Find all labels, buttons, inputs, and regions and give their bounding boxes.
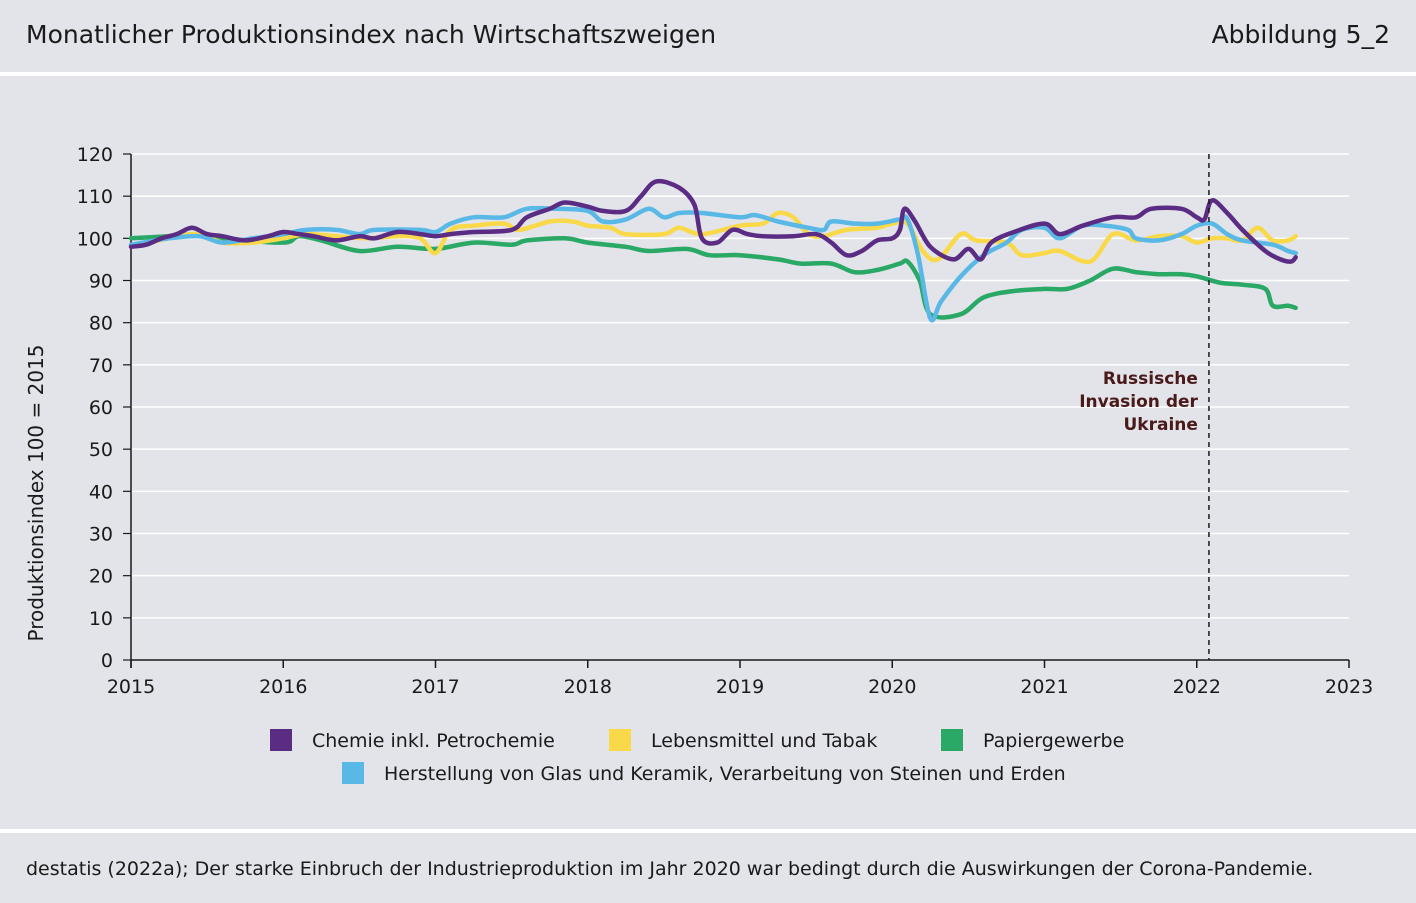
x-tick-label: 2023	[1325, 676, 1373, 698]
annotation-text: Invasion der	[1079, 392, 1198, 412]
page-title: Monatlicher Produktionsindex nach Wirtsc…	[26, 20, 717, 49]
annotation-text: Russische	[1103, 369, 1198, 389]
y-tick-label: 30	[89, 524, 113, 546]
annotation-text: Ukraine	[1123, 415, 1197, 435]
series-line-lebensmittel-und-tabak	[128, 210, 1298, 265]
y-tick-label: 110	[77, 186, 113, 208]
x-tick-label: 2020	[868, 676, 916, 698]
x-tick-label: 2021	[1020, 676, 1068, 698]
legend-label: Lebensmittel und Tabak	[651, 730, 877, 752]
x-tick-label: 2019	[716, 676, 764, 698]
figure-number: Abbildung 5_2	[1211, 20, 1390, 49]
legend-label: Herstellung von Glas und Keramik, Verarb…	[384, 763, 1066, 785]
legend-swatch	[270, 729, 292, 751]
legend-label: Chemie inkl. Petrochemie	[312, 730, 555, 752]
series-line-chemie-inkl-petrochemie	[128, 178, 1298, 264]
y-tick-label: 90	[89, 271, 113, 293]
x-tick-label: 2015	[107, 676, 155, 698]
y-tick-label: 10	[89, 608, 113, 630]
legend-label: Papiergewerbe	[983, 730, 1124, 752]
x-tick-label: 2016	[259, 676, 307, 698]
y-tick-label: 40	[89, 481, 113, 503]
y-tick-label: 70	[89, 355, 113, 377]
y-tick-label: 120	[77, 144, 113, 166]
y-axis-ticks: 0 10 20 30 40 50 60 70 80 90 100 110 120	[77, 144, 131, 672]
y-tick-label: 0	[101, 650, 113, 672]
x-tick-label: 2022	[1173, 676, 1221, 698]
y-tick-label: 60	[89, 397, 113, 419]
legend-swatch	[941, 729, 963, 751]
header: Monatlicher Produktionsindex nach Wirtsc…	[0, 0, 1416, 72]
source-note: destatis (2022a); Der starke Einbruch de…	[26, 858, 1314, 880]
invasion-annotation: Russische Invasion der Ukraine	[1079, 154, 1210, 660]
series-lines	[128, 178, 1298, 323]
legend: Chemie inkl. Petrochemie Lebensmittel und…	[270, 729, 1124, 785]
y-tick-label: 50	[89, 439, 113, 461]
header-divider	[0, 72, 1416, 76]
y-tick-label: 100	[77, 228, 113, 250]
series-line-herstellung-von-glas-und-keram	[128, 205, 1298, 323]
y-tick-label: 20	[89, 566, 113, 588]
series-line-papiergewerbe	[128, 231, 1298, 320]
y-axis-label: Produktionsindex 100 = 2015	[24, 344, 48, 641]
x-axis-ticks: 2015 2016 2017 2018 2019 2020 2021 2022 2023	[107, 660, 1373, 698]
x-tick-label: 2017	[411, 676, 459, 698]
x-tick-label: 2018	[564, 676, 612, 698]
legend-swatch	[609, 729, 631, 751]
legend-swatch	[342, 762, 364, 784]
y-tick-label: 80	[89, 313, 113, 335]
footer-divider	[0, 829, 1416, 833]
